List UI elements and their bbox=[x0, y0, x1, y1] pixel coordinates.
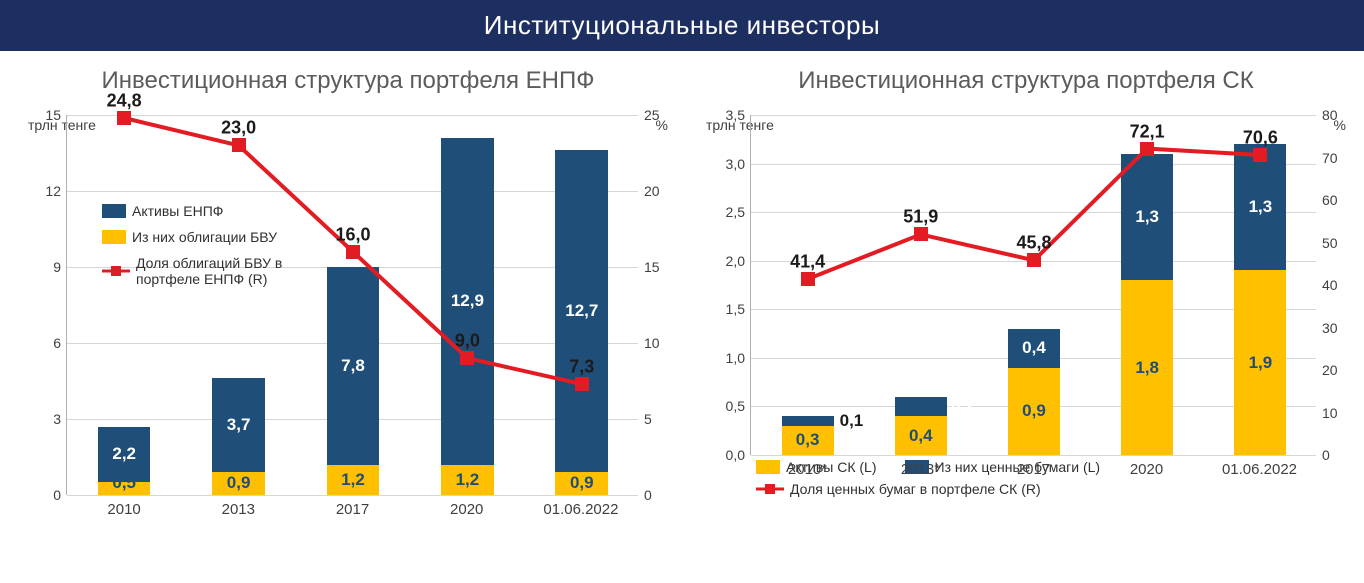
ytick-left: 3,0 bbox=[726, 156, 751, 172]
line-value-label: 23,0 bbox=[221, 118, 256, 139]
ytick-left: 0 bbox=[53, 487, 67, 503]
ytick-left: 0,5 bbox=[726, 398, 751, 414]
chart2-plot: 0,00,51,01,52,02,53,03,50102030405060708… bbox=[696, 115, 1356, 455]
line-svg bbox=[67, 115, 639, 495]
legend-row-line: Доля облигаций БВУ в портфеле ЕНПФ (R) bbox=[102, 255, 292, 287]
ytick-right: 0 bbox=[638, 487, 652, 503]
swatch-secondary bbox=[102, 230, 126, 244]
line-marker bbox=[460, 351, 474, 365]
line-marker bbox=[801, 272, 815, 286]
swatch-primary bbox=[102, 204, 126, 218]
line-value-label: 16,0 bbox=[335, 224, 370, 245]
ytick-right: 30 bbox=[1316, 320, 1338, 336]
ytick-left: 9 bbox=[53, 259, 67, 275]
chart1-plot-wrap: трлн тенге % 036912150510152025201020132… bbox=[18, 115, 678, 495]
ytick-right: 50 bbox=[1316, 235, 1338, 251]
x-category: 2013* bbox=[864, 455, 977, 478]
line-marker bbox=[914, 227, 928, 241]
ytick-left: 12 bbox=[45, 183, 67, 199]
ytick-left: 3,5 bbox=[726, 107, 751, 123]
ytick-right: 5 bbox=[638, 411, 652, 427]
ytick-right: 20 bbox=[1316, 362, 1338, 378]
ytick-right: 70 bbox=[1316, 150, 1338, 166]
ytick-left: 15 bbox=[45, 107, 67, 123]
ytick-right: 20 bbox=[638, 183, 660, 199]
banner: Институциональные инвесторы bbox=[0, 0, 1364, 51]
ytick-right: 60 bbox=[1316, 192, 1338, 208]
line-value-label: 41,4 bbox=[790, 252, 825, 273]
x-axis: 201020132017202001.06.2022 bbox=[67, 495, 638, 518]
legend2-row-line: Доля ценных бумаг в портфеле СК (R) bbox=[756, 481, 1356, 497]
ytick-right: 10 bbox=[638, 335, 660, 351]
chart-sk: Инвестиционная структура портфеля СК трл… bbox=[696, 67, 1356, 497]
x-category: 2010* bbox=[751, 455, 864, 478]
chart-enpf: Инвестиционная структура портфеля ЕНПФ т… bbox=[18, 67, 678, 497]
grid-area: 036912150510152025201020132017202001.06.… bbox=[66, 115, 638, 495]
ytick-left: 2,0 bbox=[726, 253, 751, 269]
line-value-label: 70,6 bbox=[1243, 128, 1278, 149]
x-category: 01.06.2022 bbox=[524, 495, 638, 518]
line-marker bbox=[1027, 253, 1041, 267]
line-value-label: 24,8 bbox=[107, 91, 142, 112]
x-category: 01.06.2022 bbox=[1203, 455, 1316, 478]
line-marker bbox=[1140, 142, 1154, 156]
grid-area: 0,00,51,01,52,02,53,03,50102030405060708… bbox=[750, 115, 1316, 455]
chart2-title: Инвестиционная структура портфеля СК bbox=[696, 67, 1356, 95]
ytick-left: 0,0 bbox=[726, 447, 751, 463]
line-value-label: 9,0 bbox=[455, 331, 480, 352]
ytick-right: 0 bbox=[1316, 447, 1330, 463]
line-svg bbox=[751, 115, 1317, 455]
legend-row-secondary: Из них облигации БВУ bbox=[102, 229, 292, 245]
ytick-right: 80 bbox=[1316, 107, 1338, 123]
line-marker bbox=[575, 377, 589, 391]
x-category: 2013 bbox=[181, 495, 295, 518]
x-axis: 2010*2013*2017202001.06.2022 bbox=[751, 455, 1316, 478]
line-marker bbox=[346, 245, 360, 259]
ytick-left: 1,5 bbox=[726, 301, 751, 317]
line-value-label: 51,9 bbox=[903, 207, 938, 228]
legend-primary-label: Активы ЕНПФ bbox=[132, 203, 223, 219]
line-marker bbox=[1253, 148, 1267, 162]
ytick-right: 15 bbox=[638, 259, 660, 275]
legend-secondary-label: Из них облигации БВУ bbox=[132, 229, 277, 245]
ytick-right: 40 bbox=[1316, 277, 1338, 293]
chart2-plot-wrap: трлн тенге % 0,00,51,01,52,02,53,03,5010… bbox=[696, 115, 1356, 455]
ytick-left: 6 bbox=[53, 335, 67, 351]
legend-row-primary: Активы ЕНПФ bbox=[102, 203, 292, 219]
legend2-line-label: Доля ценных бумаг в портфеле СК (R) bbox=[790, 481, 1041, 497]
ytick-left: 3 bbox=[53, 411, 67, 427]
x-category: 2017 bbox=[295, 495, 409, 518]
ytick-left: 1,0 bbox=[726, 350, 751, 366]
x-category: 2010 bbox=[67, 495, 181, 518]
x-category: 2020 bbox=[410, 495, 524, 518]
line-value-label: 45,8 bbox=[1016, 233, 1051, 254]
line-value-label: 72,1 bbox=[1130, 121, 1165, 142]
chart1-legend: Активы ЕНПФ Из них облигации БВУ Доля об… bbox=[102, 203, 292, 297]
line-marker bbox=[117, 111, 131, 125]
chart1-plot: 036912150510152025201020132017202001.06.… bbox=[18, 115, 678, 495]
ytick-right: 25 bbox=[638, 107, 660, 123]
x-category: 2017 bbox=[977, 455, 1090, 478]
legend-line-label: Доля облигаций БВУ в портфеле ЕНПФ (R) bbox=[136, 255, 292, 287]
ytick-left: 2,5 bbox=[726, 204, 751, 220]
ytick-right: 10 bbox=[1316, 405, 1338, 421]
charts-row: Инвестиционная структура портфеля ЕНПФ т… bbox=[0, 51, 1364, 497]
line-value-label: 7,3 bbox=[569, 357, 594, 378]
x-category: 2020 bbox=[1090, 455, 1203, 478]
line-marker bbox=[232, 138, 246, 152]
